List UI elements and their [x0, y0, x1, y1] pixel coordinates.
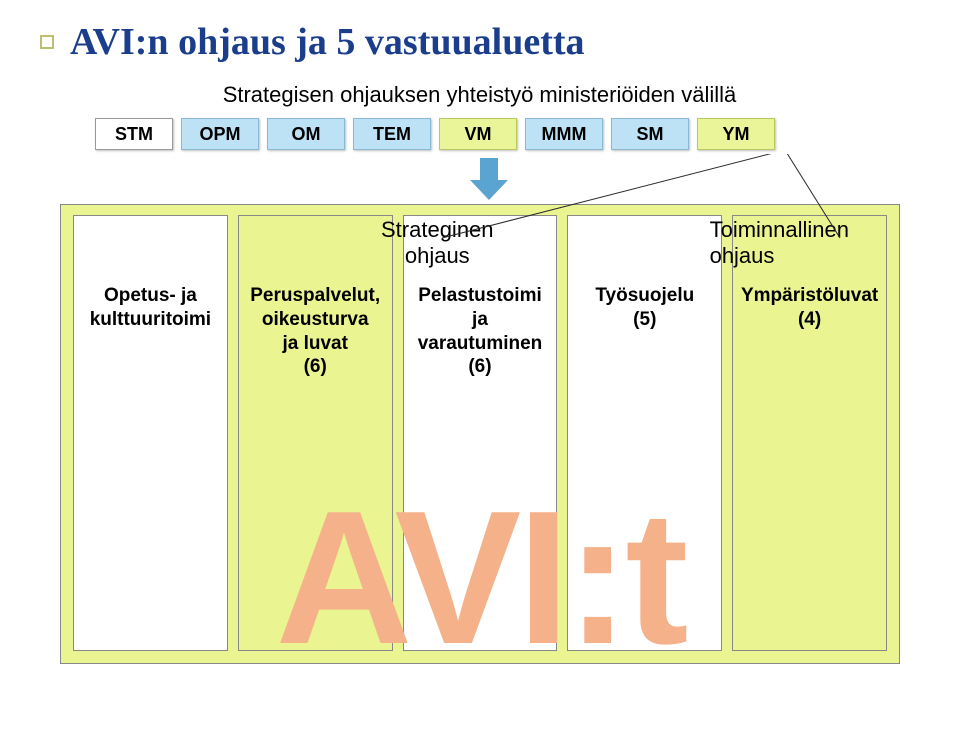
ministries-row: STMOPMOMTEMVMMMMSMYM [95, 118, 919, 150]
ministry-box-sm: SM [611, 118, 689, 150]
title-bullet [40, 35, 54, 49]
ministry-box-vm: VM [439, 118, 517, 150]
ministry-box-opm: OPM [181, 118, 259, 150]
column-3: Työsuojelu(5) [567, 215, 722, 651]
strategic-label: Strateginenohjaus [381, 217, 494, 269]
column-label-1: Peruspalvelut,oikeusturvaja luvat(6) [246, 284, 384, 379]
column-4: Ympäristöluvat(4) [732, 215, 887, 651]
ministry-box-ym: YM [697, 118, 775, 150]
ministry-box-om: OM [267, 118, 345, 150]
column-2: Pelastustoimijavarautuminen(6) [403, 215, 558, 651]
column-1: Peruspalvelut,oikeusturvaja luvat(6) [238, 215, 393, 651]
arrow-down [40, 154, 919, 204]
main-container: Opetus- jakulttuuritoimi Peruspalvelut,oi… [60, 204, 900, 664]
subtitle: Strategisen ohjauksen yhteistyö minister… [40, 82, 919, 108]
column-label-3: Työsuojelu(5) [591, 284, 698, 332]
functional-label: Toiminnallinenohjaus [710, 217, 849, 269]
ministry-box-stm: STM [95, 118, 173, 150]
ministry-box-tem: TEM [353, 118, 431, 150]
column-label-0: Opetus- jakulttuuritoimi [86, 284, 215, 332]
columns-row: Opetus- jakulttuuritoimi Peruspalvelut,oi… [73, 215, 887, 651]
column-0: Opetus- jakulttuuritoimi [73, 215, 228, 651]
ministry-box-mmm: MMM [525, 118, 603, 150]
column-label-2: Pelastustoimijavarautuminen(6) [414, 284, 547, 379]
column-label-4: Ympäristöluvat(4) [737, 284, 882, 332]
page-title: AVI:n ohjaus ja 5 vastuualuetta [70, 20, 585, 64]
